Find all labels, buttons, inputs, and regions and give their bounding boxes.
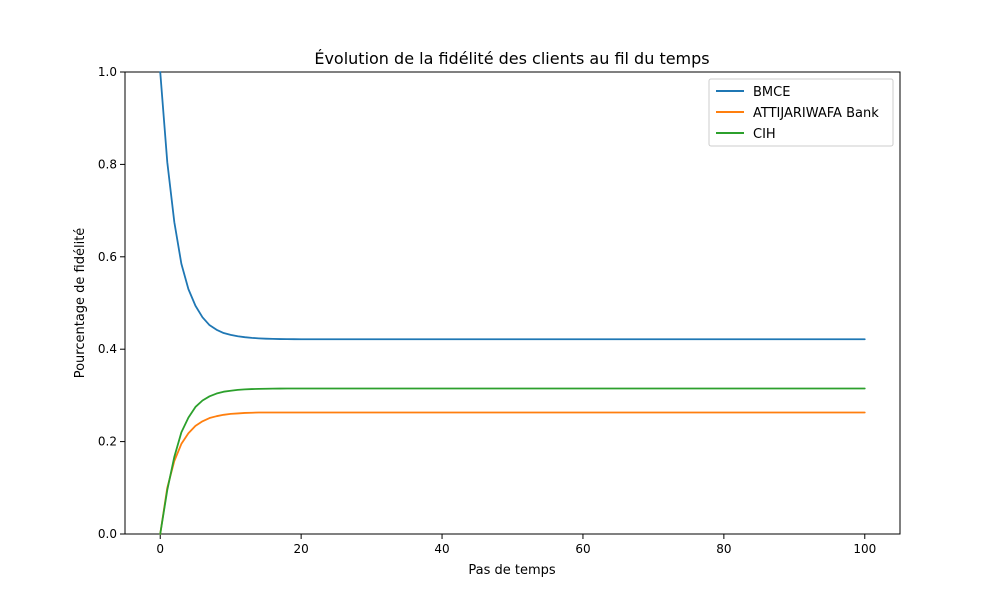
plot-frame (124, 71, 901, 535)
chart-title: Évolution de la fidélité des clients au … (314, 49, 709, 68)
legend-label-bmce: BMCE (753, 85, 790, 100)
y-tick-label: 0.4 (98, 342, 117, 356)
x-axis-label: Pas de temps (468, 563, 556, 578)
y-axis-label: Pourcentage de fidélité (73, 228, 88, 379)
x-tick-label: 40 (434, 542, 449, 556)
y-tick-label: 0.8 (98, 157, 117, 171)
legend: BMCE ATTIJARIWAFA Bank CIH (708, 78, 894, 147)
y-tick-label: 0.0 (98, 527, 117, 541)
y-tick-label: 1.0 (98, 65, 117, 79)
x-tick-label: 0 (156, 542, 164, 556)
x-axis: 0 20 40 60 80 100 (156, 534, 876, 556)
y-tick-label: 0.2 (98, 435, 117, 449)
x-tick-label: 20 (293, 542, 308, 556)
series-lines (159, 71, 866, 535)
series-line-cih (159, 387, 866, 535)
y-tick-label: 0.6 (98, 250, 117, 264)
x-tick-label: 80 (716, 542, 731, 556)
y-axis: 0.0 0.2 0.4 0.6 0.8 1.0 (98, 65, 125, 541)
legend-label-attijariwafa-bank: ATTIJARIWAFA Bank (753, 106, 879, 121)
series-line-bmce (159, 71, 866, 341)
x-tick-label: 100 (853, 542, 876, 556)
legend-label-cih: CIH (753, 127, 776, 142)
series-line-attijariwafa-bank (159, 411, 866, 535)
x-tick-label: 60 (575, 542, 590, 556)
legend-box (708, 78, 894, 147)
plot-area (124, 71, 901, 535)
